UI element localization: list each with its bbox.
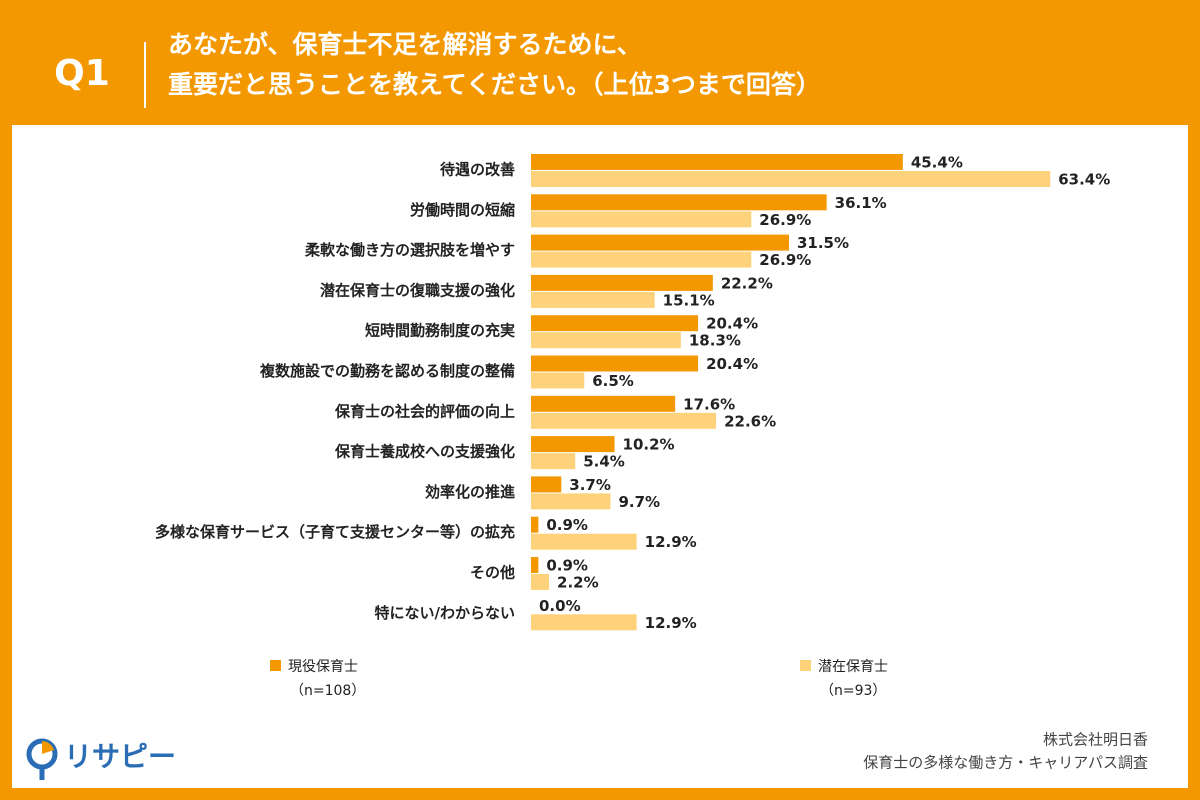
category-label: 保育士の社会的評価の向上 xyxy=(334,402,515,420)
category-label: その他 xyxy=(470,564,515,582)
value-label: 22.2% xyxy=(721,274,773,292)
category-label: 複数施設での勤務を認める制度の整備 xyxy=(259,362,515,380)
bar xyxy=(531,234,789,251)
category-label: 多様な保育サービス（子育て支援センター等）の拡充 xyxy=(155,523,515,541)
value-label: 26.9% xyxy=(759,251,811,269)
bar xyxy=(531,251,752,268)
bar xyxy=(531,274,713,291)
bar xyxy=(531,315,699,332)
value-label: 5.4% xyxy=(583,453,625,471)
value-label: 45.4% xyxy=(911,154,963,172)
legend-swatch xyxy=(800,660,811,671)
title-line: あなたが、保育士不足を解消するために、 xyxy=(168,30,642,59)
value-label: 9.7% xyxy=(618,493,660,511)
bar xyxy=(531,291,655,308)
value-label: 20.4% xyxy=(706,315,758,333)
bar xyxy=(531,171,1051,187)
value-label: 26.9% xyxy=(759,211,811,229)
bar xyxy=(531,372,585,389)
value-label: 63.4% xyxy=(1058,171,1110,189)
value-label: 2.2% xyxy=(557,574,599,592)
bar xyxy=(531,194,827,211)
logo-text: リサピー xyxy=(64,740,176,773)
legend-note: （n=93） xyxy=(820,683,886,699)
legend-note: （n=108） xyxy=(290,683,365,699)
bar xyxy=(531,557,539,573)
category-label: 短時間勤務制度の充実 xyxy=(365,322,515,340)
value-label: 12.9% xyxy=(645,533,697,551)
category-label: 効率化の推進 xyxy=(425,483,516,501)
value-label: 10.2% xyxy=(623,436,675,454)
value-label: 15.1% xyxy=(663,291,715,309)
logo: リサピー xyxy=(26,738,176,780)
legend-swatch xyxy=(270,660,281,671)
legend-label: 現役保育士 xyxy=(288,659,358,675)
value-label: 3.7% xyxy=(569,476,611,494)
bar xyxy=(531,436,615,453)
question-label: Q1 xyxy=(54,53,110,94)
value-label: 0.9% xyxy=(546,557,588,575)
bar xyxy=(531,332,681,349)
bar xyxy=(531,476,562,493)
category-label: 保育士養成校への支援強化 xyxy=(334,443,515,461)
category-label: 待遇の改善 xyxy=(440,161,515,179)
value-label: 12.9% xyxy=(645,614,697,632)
bar xyxy=(531,412,717,429)
value-label: 6.5% xyxy=(592,372,634,390)
value-label: 20.4% xyxy=(706,355,758,373)
bar xyxy=(531,395,676,412)
legend-label: 潜在保育士 xyxy=(818,659,888,675)
source: 保育士の多様な働き方・キャリアパス調査 xyxy=(863,754,1148,772)
value-label: 0.0% xyxy=(539,597,581,615)
category-label: 柔軟な働き方の選択肢を増やす xyxy=(305,241,515,259)
value-label: 17.6% xyxy=(683,395,735,413)
bar xyxy=(531,355,699,372)
category-label: 特にない/わからない xyxy=(375,604,515,622)
bar xyxy=(531,516,539,533)
bar xyxy=(531,614,637,631)
logo-icon-part xyxy=(42,741,54,754)
bar xyxy=(531,493,611,510)
value-label: 18.3% xyxy=(689,332,741,350)
value-label: 0.9% xyxy=(546,516,588,534)
category-label: 労働時間の短縮 xyxy=(410,201,515,219)
bar xyxy=(531,533,637,550)
value-label: 36.1% xyxy=(835,194,887,212)
title-line: 重要だと思うことを教えてください。（上位3つまで回答） xyxy=(168,70,821,99)
bar xyxy=(531,574,550,590)
source: 株式会社明日香 xyxy=(1043,731,1148,749)
bar xyxy=(531,211,752,228)
bar xyxy=(531,453,576,470)
value-label: 31.5% xyxy=(797,234,849,252)
bar xyxy=(531,154,903,170)
value-label: 22.6% xyxy=(724,412,776,430)
category-label: 潜在保育士の復職支援の強化 xyxy=(320,281,515,299)
